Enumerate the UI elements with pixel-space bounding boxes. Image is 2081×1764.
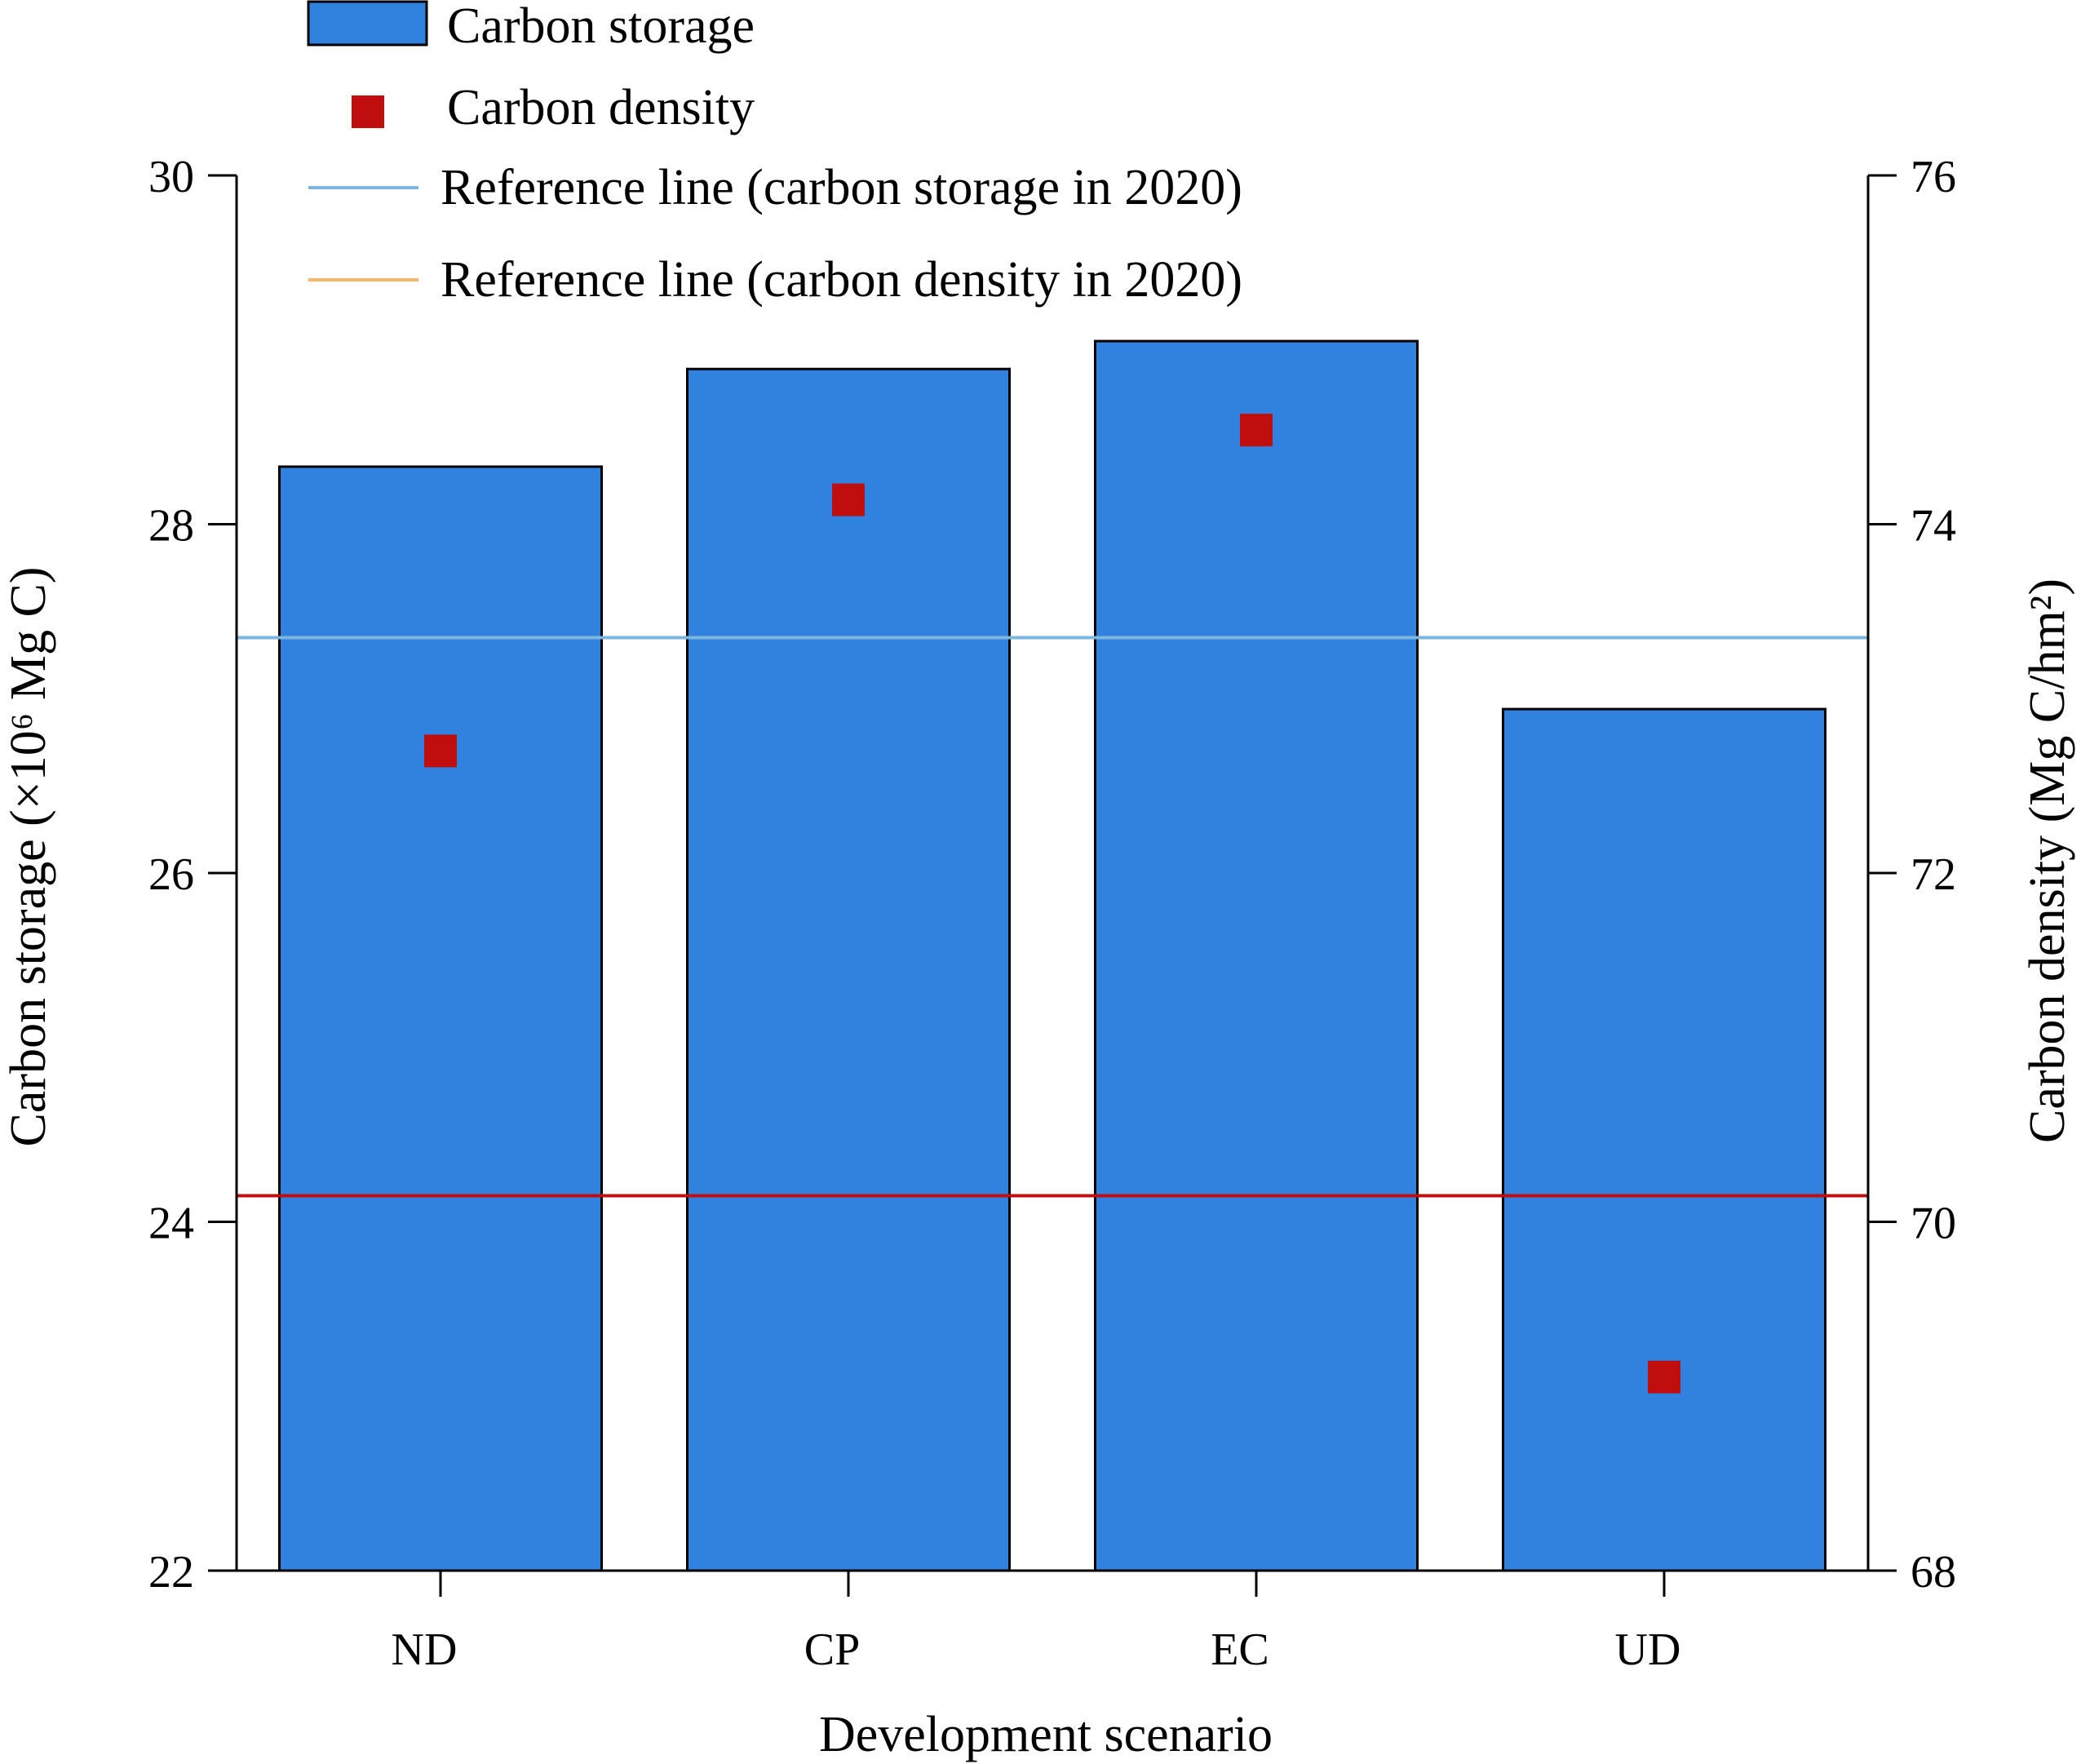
y-left-tick-label: 22: [148, 1547, 194, 1598]
legend-label-carbon-storage: Carbon storage: [447, 0, 755, 54]
y-left-tick-label: 28: [148, 501, 194, 552]
legend-label-density-ref: Reference line (carbon density in 2020): [441, 252, 1242, 308]
x-tick-label: UD: [1615, 1624, 1681, 1675]
x-axis-title: Development scenario: [819, 1707, 1273, 1762]
x-tick-label: CP: [804, 1624, 861, 1675]
x-tick-label: ND: [392, 1624, 458, 1675]
legend-label-carbon-density: Carbon density: [447, 80, 755, 135]
y-right-tick-label: 72: [1911, 849, 1956, 900]
y-axis-right-title: Carbon density (Mg C/hm²): [2020, 578, 2075, 1143]
legend: Carbon storage Carbon density Reference li…: [307, 0, 1242, 308]
axes-group: 22 24 26 28 30 68 70 72 74 76 ND CP EC UD: [148, 152, 1956, 1675]
y-left-tick-label: 26: [148, 849, 194, 900]
reference-lines-group: [237, 636, 1868, 1198]
density-point-ud: [1648, 1360, 1680, 1394]
density-point-ec: [1240, 414, 1273, 447]
bar-nd: [278, 465, 603, 1572]
y-right-tick-label: 76: [1911, 152, 1956, 202]
y-right-tick-label: 68: [1911, 1547, 1956, 1598]
y-right-tick-label: 70: [1911, 1199, 1956, 1249]
density-point-cp: [832, 483, 865, 516]
y-axis-left-title: Carbon storage (×10⁶ Mg C): [1, 567, 56, 1147]
y-left-tick-label: 24: [148, 1199, 194, 1249]
density-points-group: [424, 414, 1680, 1394]
legend-label-storage-ref: Reference line (carbon storage in 2020): [441, 160, 1242, 215]
bar-ec: [1094, 339, 1419, 1572]
bar-ud: [1502, 707, 1826, 1572]
y-left-tick-label: 30: [148, 152, 194, 202]
legend-marker-carbon-density: [352, 95, 384, 128]
x-tick-label: EC: [1211, 1624, 1269, 1675]
bar-cp: [686, 367, 1011, 1572]
bars-group: [278, 339, 1826, 1572]
density-point-nd: [424, 734, 457, 768]
y-right-tick-label: 74: [1911, 501, 1956, 552]
legend-swatch-carbon-storage: [307, 0, 428, 47]
